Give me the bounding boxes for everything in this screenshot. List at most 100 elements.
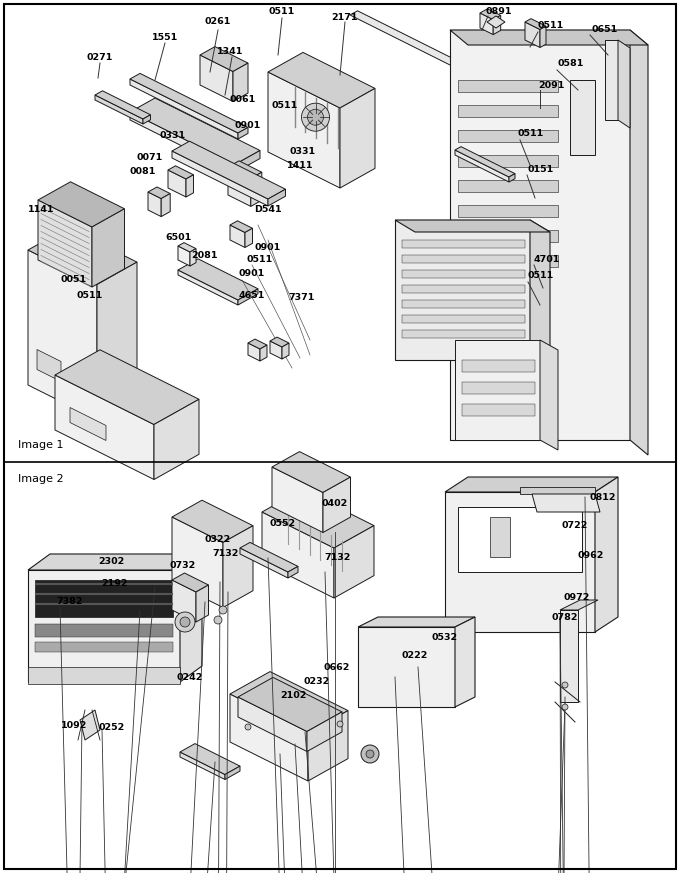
Text: 0061: 0061 — [230, 95, 256, 105]
Polygon shape — [240, 542, 298, 572]
Text: 0151: 0151 — [527, 166, 554, 175]
Polygon shape — [282, 343, 289, 359]
Polygon shape — [168, 170, 186, 197]
Text: 7382: 7382 — [56, 596, 83, 606]
Text: 0051: 0051 — [61, 276, 87, 285]
Text: 0071: 0071 — [137, 153, 163, 162]
Polygon shape — [308, 711, 348, 781]
Circle shape — [337, 721, 343, 727]
Polygon shape — [80, 710, 100, 740]
Polygon shape — [95, 91, 150, 119]
Polygon shape — [262, 512, 334, 598]
Text: 7371: 7371 — [289, 292, 316, 301]
Polygon shape — [28, 250, 97, 420]
Polygon shape — [560, 610, 578, 702]
Polygon shape — [238, 677, 342, 732]
Polygon shape — [238, 289, 258, 305]
Polygon shape — [458, 230, 558, 242]
Polygon shape — [172, 580, 196, 622]
Text: 0252: 0252 — [99, 724, 125, 732]
Text: 0722: 0722 — [561, 520, 588, 530]
Polygon shape — [402, 240, 525, 248]
Polygon shape — [172, 517, 223, 608]
Circle shape — [301, 103, 330, 131]
Polygon shape — [130, 73, 248, 133]
Polygon shape — [458, 255, 558, 267]
Polygon shape — [272, 451, 350, 492]
Text: 0651: 0651 — [592, 25, 618, 35]
Polygon shape — [458, 80, 558, 92]
Polygon shape — [595, 477, 618, 632]
Text: 1411: 1411 — [287, 161, 313, 169]
Polygon shape — [493, 16, 500, 35]
Polygon shape — [190, 249, 196, 266]
Text: 0732: 0732 — [170, 561, 196, 570]
Text: 0511: 0511 — [247, 256, 273, 265]
Polygon shape — [458, 180, 558, 192]
Polygon shape — [288, 567, 298, 578]
Text: 2102: 2102 — [279, 691, 306, 700]
Polygon shape — [248, 339, 267, 349]
Text: 0511: 0511 — [272, 100, 298, 109]
Text: 2081: 2081 — [191, 251, 217, 259]
Polygon shape — [154, 399, 199, 479]
Text: 0242: 0242 — [177, 673, 203, 683]
Polygon shape — [268, 189, 286, 206]
Polygon shape — [509, 174, 515, 182]
Text: 0552: 0552 — [270, 519, 296, 527]
Text: 0261: 0261 — [205, 17, 231, 26]
Polygon shape — [532, 494, 600, 512]
Text: 0812: 0812 — [589, 492, 615, 501]
Text: 0581: 0581 — [557, 59, 583, 68]
Polygon shape — [38, 182, 124, 227]
Text: 7132: 7132 — [325, 553, 351, 562]
Text: 0232: 0232 — [304, 677, 330, 686]
Polygon shape — [402, 270, 525, 278]
Circle shape — [366, 750, 374, 758]
Polygon shape — [228, 167, 251, 206]
Polygon shape — [240, 548, 288, 578]
Polygon shape — [458, 130, 558, 142]
Polygon shape — [455, 617, 475, 707]
Polygon shape — [525, 18, 546, 30]
Polygon shape — [148, 192, 161, 217]
Text: 1341: 1341 — [217, 47, 243, 57]
Polygon shape — [268, 72, 340, 188]
Polygon shape — [223, 526, 253, 608]
Polygon shape — [28, 228, 137, 285]
Polygon shape — [178, 243, 196, 252]
Polygon shape — [228, 161, 262, 178]
Polygon shape — [148, 187, 170, 198]
Polygon shape — [260, 345, 267, 361]
Polygon shape — [323, 478, 350, 533]
Text: 0271: 0271 — [87, 53, 113, 63]
Polygon shape — [233, 63, 248, 101]
Polygon shape — [490, 517, 510, 557]
Polygon shape — [270, 341, 282, 359]
Circle shape — [307, 109, 324, 125]
Text: D541: D541 — [254, 205, 282, 215]
Polygon shape — [334, 526, 374, 598]
Polygon shape — [480, 13, 493, 35]
Polygon shape — [172, 141, 286, 199]
Polygon shape — [172, 151, 268, 206]
Polygon shape — [455, 147, 515, 177]
Text: 0901: 0901 — [255, 243, 281, 251]
Polygon shape — [200, 55, 233, 101]
Circle shape — [361, 745, 379, 763]
Polygon shape — [350, 10, 549, 111]
Polygon shape — [172, 573, 209, 592]
Text: 0511: 0511 — [77, 291, 103, 299]
Polygon shape — [530, 220, 550, 372]
Circle shape — [562, 682, 568, 688]
Polygon shape — [395, 220, 530, 360]
Polygon shape — [395, 220, 550, 232]
Polygon shape — [462, 382, 535, 394]
Polygon shape — [462, 360, 535, 372]
Polygon shape — [180, 744, 240, 774]
Polygon shape — [402, 255, 525, 263]
Text: 0222: 0222 — [402, 650, 428, 659]
Polygon shape — [455, 150, 509, 182]
Text: 0511: 0511 — [528, 272, 554, 280]
Polygon shape — [238, 127, 248, 139]
